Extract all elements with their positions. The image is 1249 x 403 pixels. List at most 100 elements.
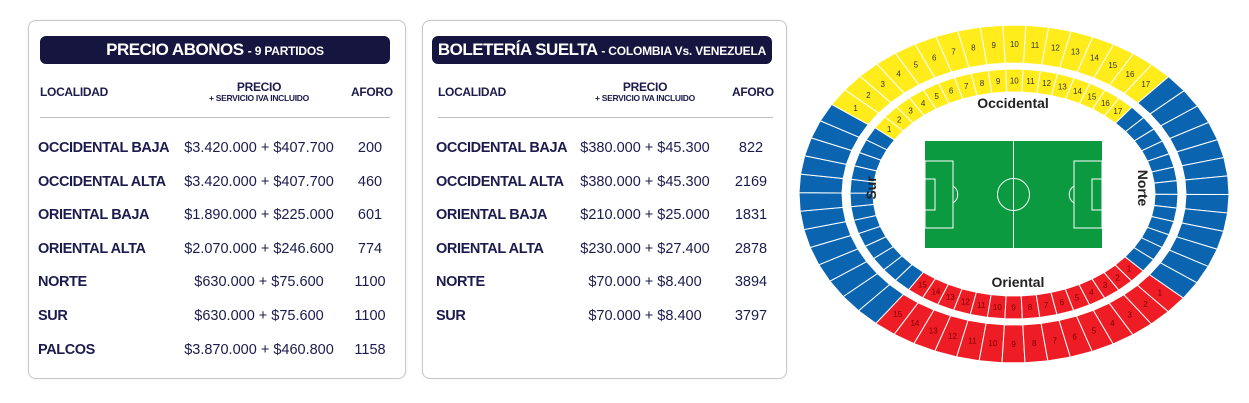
- section-number: 12: [1042, 79, 1051, 88]
- section-number: 9: [1011, 303, 1016, 312]
- sur-outer-section[interactable]: [798, 192, 844, 212]
- servicio-value: $225.000: [273, 207, 334, 224]
- section-number: 12: [948, 332, 957, 341]
- abonos-subtitle: - 9 PARTIDOS: [247, 44, 324, 58]
- section-number: 5: [934, 92, 939, 101]
- section-number: 5: [1092, 327, 1097, 336]
- pitch: [924, 141, 1103, 248]
- precio-cell: $3.870.000 + $460.800: [184, 340, 334, 360]
- section-number: 12: [961, 298, 970, 307]
- aforo-cell: 460: [357, 173, 383, 190]
- precio-value: $210.000: [580, 207, 641, 224]
- header-precio-label: PRECIO: [236, 80, 282, 94]
- section-number: 5: [914, 61, 919, 70]
- plus-sign: +: [260, 341, 270, 358]
- section-number: 10: [1010, 40, 1019, 49]
- section-number: 9: [992, 41, 997, 50]
- header-localidad: LOCALIDAD: [438, 85, 506, 99]
- section-number: 3: [1103, 281, 1108, 290]
- norte-inner-section[interactable]: [1153, 180, 1179, 195]
- plus-sign: +: [644, 308, 654, 324]
- pitch-lines: [924, 141, 1103, 248]
- precio-cell: $230.000 + $27.400: [580, 239, 709, 259]
- aforo-cell: 2878: [734, 240, 768, 257]
- header-precio: PRECIO + SERVICIO IVA INCLUIDO: [189, 80, 329, 104]
- localidad-cell: ORIENTAL BAJA: [38, 207, 150, 224]
- norte-inner-section[interactable]: [1124, 246, 1155, 272]
- servicio-value: $27.400: [657, 240, 710, 257]
- label-norte: Norte: [1135, 170, 1151, 207]
- servicio-value: $45.300: [657, 140, 710, 156]
- section-number: 5: [1075, 293, 1080, 302]
- precio-value: $1.890.000: [184, 207, 257, 224]
- section-number: 14: [910, 319, 919, 328]
- precio-cell: $3.420.000 + $407.700: [184, 138, 334, 158]
- localidad-cell: SUR: [38, 308, 68, 324]
- section-number: 10: [993, 303, 1002, 312]
- plus-sign: +: [644, 173, 654, 190]
- section-number: 11: [977, 301, 986, 310]
- section-number: 16: [1101, 99, 1110, 108]
- precio-cell: $1.890.000 + $225.000: [184, 205, 334, 225]
- sur-outer-section[interactable]: [819, 103, 869, 138]
- table-row: NORTE $70.000 + $8.400 3894: [436, 272, 776, 292]
- section-number: 8: [1032, 339, 1037, 348]
- precio-value: $70.000: [588, 308, 641, 324]
- abonos-title: PRECIO ABONOS: [106, 40, 244, 59]
- section-number: 9: [996, 77, 1001, 86]
- aforo-cell: 3894: [734, 274, 768, 291]
- label-occidental: Occidental: [977, 95, 1049, 111]
- section-number: 7: [964, 82, 969, 91]
- aforo-cell: 1831: [734, 207, 768, 224]
- plus-sign: +: [260, 140, 270, 156]
- suelta-card: BOLETERÍA SUELTA - COLOMBIA Vs. VENEZUEL…: [422, 20, 787, 379]
- table-row: PALCOS $3.870.000 + $460.800 1158: [38, 340, 386, 360]
- aforo-cell: 1100: [354, 308, 386, 324]
- section-number: 13: [946, 293, 955, 302]
- plus-sign: +: [644, 207, 654, 224]
- servicio-value: $75.600: [271, 308, 324, 324]
- servicio-value: $407.700: [273, 140, 334, 156]
- abonos-card: PRECIO ABONOS - 9 PARTIDOS LOCALIDAD PRE…: [28, 20, 406, 379]
- section-number: 6: [1072, 332, 1077, 341]
- header-aforo: AFORO: [732, 85, 774, 99]
- servicio-value: $45.300: [657, 173, 710, 190]
- sur-inner-section[interactable]: [865, 127, 896, 151]
- header-aforo: AFORO: [351, 85, 393, 99]
- section-number: 2: [1115, 273, 1120, 282]
- section-number: 14: [1073, 87, 1082, 96]
- aforo-cell: 3797: [734, 308, 768, 324]
- section-number: 12: [1051, 43, 1060, 52]
- localidad-cell: OCCIDENTAL BAJA: [436, 140, 568, 156]
- section-number: 6: [932, 53, 937, 62]
- section-number: 9: [1011, 340, 1016, 349]
- localidad-cell: OCCIDENTAL BAJA: [38, 140, 170, 156]
- section-number: 13: [929, 326, 938, 335]
- precio-cell: $70.000 + $8.400: [588, 306, 701, 326]
- section-number: 13: [1071, 48, 1080, 57]
- section-number: 1: [1127, 265, 1132, 274]
- table-row: ORIENTAL ALTA $230.000 + $27.400 2878: [436, 239, 776, 259]
- precio-value: $630.000: [194, 308, 255, 324]
- suelta-title: BOLETERÍA SUELTA: [437, 40, 598, 59]
- table-row: OCCIDENTAL ALTA $380.000 + $45.300 2169: [436, 172, 776, 192]
- localidad-cell: NORTE: [38, 274, 87, 291]
- section-number: 2: [897, 115, 902, 124]
- localidad-cell: PALCOS: [38, 341, 95, 358]
- section-number: 15: [1108, 61, 1117, 70]
- section-number: 15: [918, 281, 927, 290]
- localidad-cell: ORIENTAL BAJA: [436, 207, 548, 224]
- precio-value: $380.000: [580, 173, 641, 190]
- precio-cell: $2.070.000 + $246.600: [184, 239, 334, 259]
- header-localidad: LOCALIDAD: [40, 85, 108, 99]
- section-number: 3: [1127, 310, 1132, 319]
- aforo-cell: 1158: [354, 341, 386, 358]
- precio-cell: $380.000 + $45.300: [580, 138, 709, 158]
- section-number: 15: [893, 310, 902, 319]
- table-row: OCCIDENTAL BAJA $3.420.000 + $407.700 200: [38, 138, 382, 158]
- norte-outer-section[interactable]: [1148, 262, 1198, 299]
- section-number: 14: [931, 287, 940, 296]
- precio-value: $3.870.000: [184, 341, 257, 358]
- table-row: OCCIDENTAL BAJA $380.000 + $45.300 822: [436, 138, 776, 158]
